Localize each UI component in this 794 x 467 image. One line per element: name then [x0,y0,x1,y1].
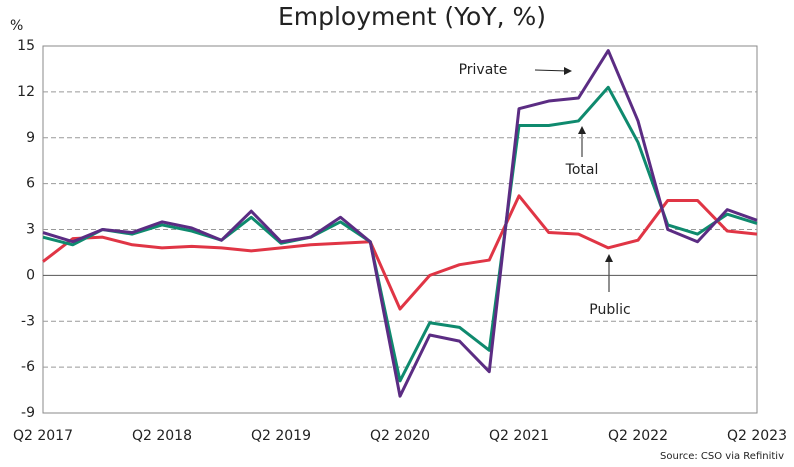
x-tick-label: Q2 2020 [370,428,430,444]
series-label: Public [589,302,630,318]
y-tick-label: -3 [21,313,35,329]
y-tick-label: 3 [26,222,35,238]
source: Source: CSO via Refinitiv [660,451,784,462]
arrow-head [605,254,613,262]
series-line [42,49,758,398]
series-line [42,85,758,383]
y-tick-label: 9 [26,130,35,146]
x-tick-label: Q2 2021 [489,428,549,444]
y-tick-label: 12 [17,84,35,100]
x-tick-label: Q2 2017 [13,428,73,444]
x-tick-label: Q2 2018 [132,428,192,444]
arrow [534,69,569,72]
x-tick-label: Q2 2022 [608,428,668,444]
y-axis-label: % [10,18,23,34]
arrow-head [578,126,586,134]
chart-title: Employment (YoY, %) [278,2,546,31]
x-tick-label: Q2 2019 [251,428,311,444]
y-tick-label: -6 [21,359,35,375]
y-tick-label: 6 [26,176,35,192]
y-tick-label: -9 [21,405,35,421]
x-tick-label: Q2 2023 [727,428,787,444]
arrow-head [564,67,572,75]
series-label: Private [459,62,508,78]
y-tick-label: 15 [17,38,35,54]
y-tick-label: 0 [26,267,35,283]
series-label: Total [565,162,599,178]
series-line [42,194,758,311]
